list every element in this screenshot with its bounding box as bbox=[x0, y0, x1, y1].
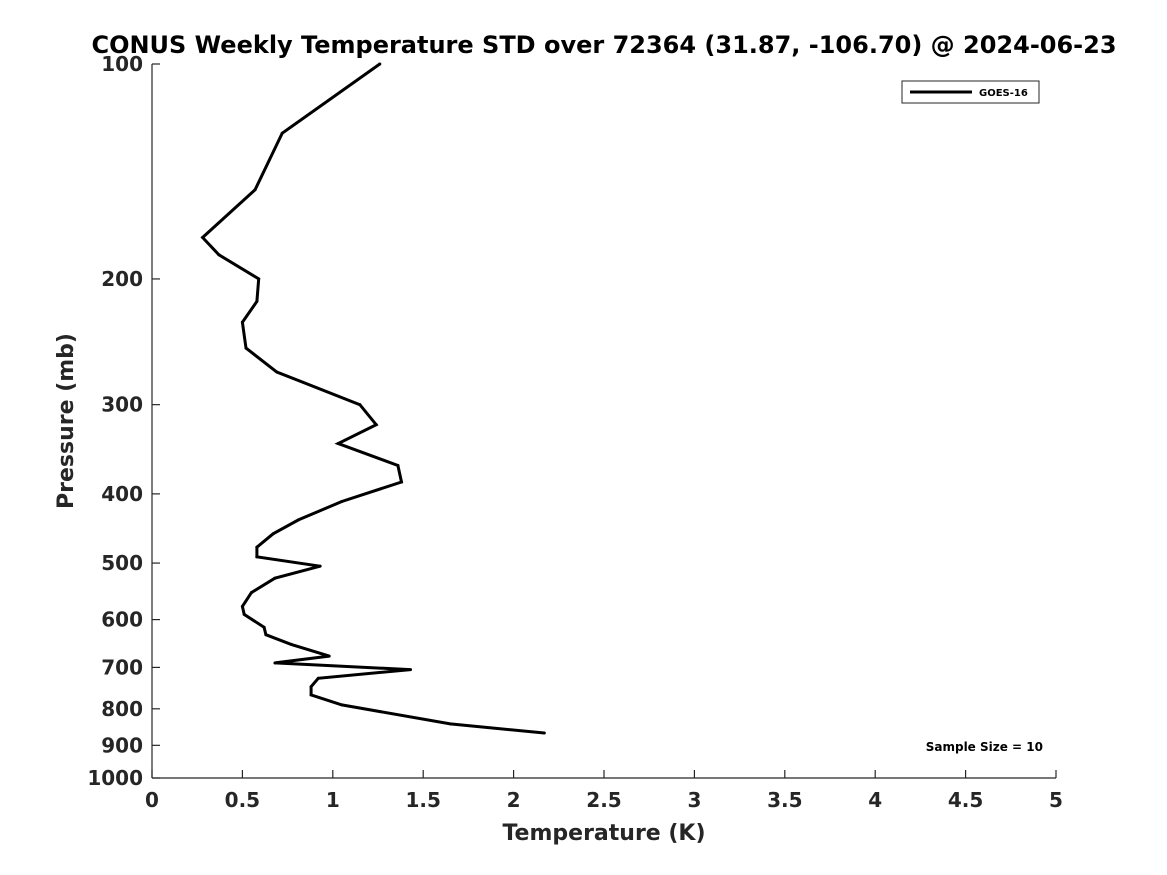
data-point bbox=[336, 441, 340, 445]
x-tick-label: 3 bbox=[687, 788, 701, 812]
y-tick-label: 800 bbox=[101, 697, 143, 721]
data-point bbox=[542, 731, 546, 735]
data-point bbox=[396, 463, 400, 467]
x-axis: 0 0.5 1 1.5 2 2.5 3 3.5 4 4.5 5 bbox=[145, 770, 1063, 812]
x-tick-label: 4 bbox=[868, 788, 882, 812]
data-point bbox=[201, 236, 205, 240]
data-point bbox=[374, 423, 378, 427]
data-point bbox=[309, 685, 313, 689]
data-point bbox=[280, 131, 284, 135]
data-point bbox=[448, 722, 452, 726]
data-point bbox=[262, 625, 266, 629]
data-point bbox=[249, 591, 253, 595]
sample-size-annotation: Sample Size = 10 bbox=[926, 740, 1043, 754]
data-point bbox=[378, 62, 382, 66]
y-tick-label: 700 bbox=[101, 655, 143, 679]
x-tick-label: 3.5 bbox=[767, 788, 802, 812]
data-point bbox=[255, 545, 259, 549]
data-point bbox=[340, 500, 344, 504]
x-tick-label: 0 bbox=[145, 788, 159, 812]
data-point bbox=[273, 661, 277, 665]
x-tick-label: 0.5 bbox=[225, 788, 260, 812]
data-point bbox=[264, 633, 268, 637]
data-point bbox=[318, 564, 322, 568]
y-axis: 100 200 300 400 500 600 700 800 900 1000 bbox=[87, 52, 160, 790]
data-point bbox=[358, 403, 362, 407]
data-point bbox=[240, 604, 244, 608]
x-tick-label: 2.5 bbox=[586, 788, 621, 812]
data-point bbox=[309, 693, 313, 697]
x-tick-label: 4.5 bbox=[948, 788, 983, 812]
data-point bbox=[273, 576, 277, 580]
series-layer bbox=[200, 62, 546, 735]
data-point bbox=[271, 532, 275, 536]
data-point bbox=[255, 555, 259, 559]
chart-title: CONUS Weekly Temperature STD over 72364 … bbox=[91, 31, 1116, 59]
data-point bbox=[253, 188, 257, 192]
data-point bbox=[257, 277, 261, 281]
y-tick-label: 600 bbox=[101, 608, 143, 632]
data-point bbox=[217, 253, 221, 257]
y-tick-label: 500 bbox=[101, 551, 143, 575]
legend: GOES-16 bbox=[901, 80, 1040, 104]
y-tick-label: 100 bbox=[101, 52, 143, 76]
data-point bbox=[327, 654, 331, 658]
data-point bbox=[255, 299, 259, 303]
data-point bbox=[340, 703, 344, 707]
x-tick-label: 5 bbox=[1049, 788, 1063, 812]
y-tick-label: 1000 bbox=[87, 766, 143, 790]
y-axis-label: Pressure (mb) bbox=[54, 333, 79, 509]
data-point bbox=[316, 676, 320, 680]
y-tick-label: 300 bbox=[101, 393, 143, 417]
x-tick-label: 1.5 bbox=[405, 788, 440, 812]
data-point bbox=[400, 480, 404, 484]
x-axis-label: Temperature (K) bbox=[502, 821, 705, 846]
data-point bbox=[240, 320, 244, 324]
x-tick-label: 1 bbox=[326, 788, 340, 812]
data-point bbox=[244, 346, 248, 350]
data-point bbox=[409, 668, 413, 672]
plot-area bbox=[152, 64, 1056, 778]
data-point bbox=[296, 518, 300, 522]
data-point bbox=[242, 612, 246, 616]
y-tick-label: 200 bbox=[101, 267, 143, 291]
x-tick-label: 2 bbox=[507, 788, 521, 812]
y-tick-label: 900 bbox=[101, 733, 143, 757]
legend-label: GOES-16 bbox=[979, 88, 1028, 99]
data-point bbox=[289, 642, 293, 646]
data-point bbox=[275, 370, 279, 374]
y-tick-label: 400 bbox=[101, 482, 143, 506]
